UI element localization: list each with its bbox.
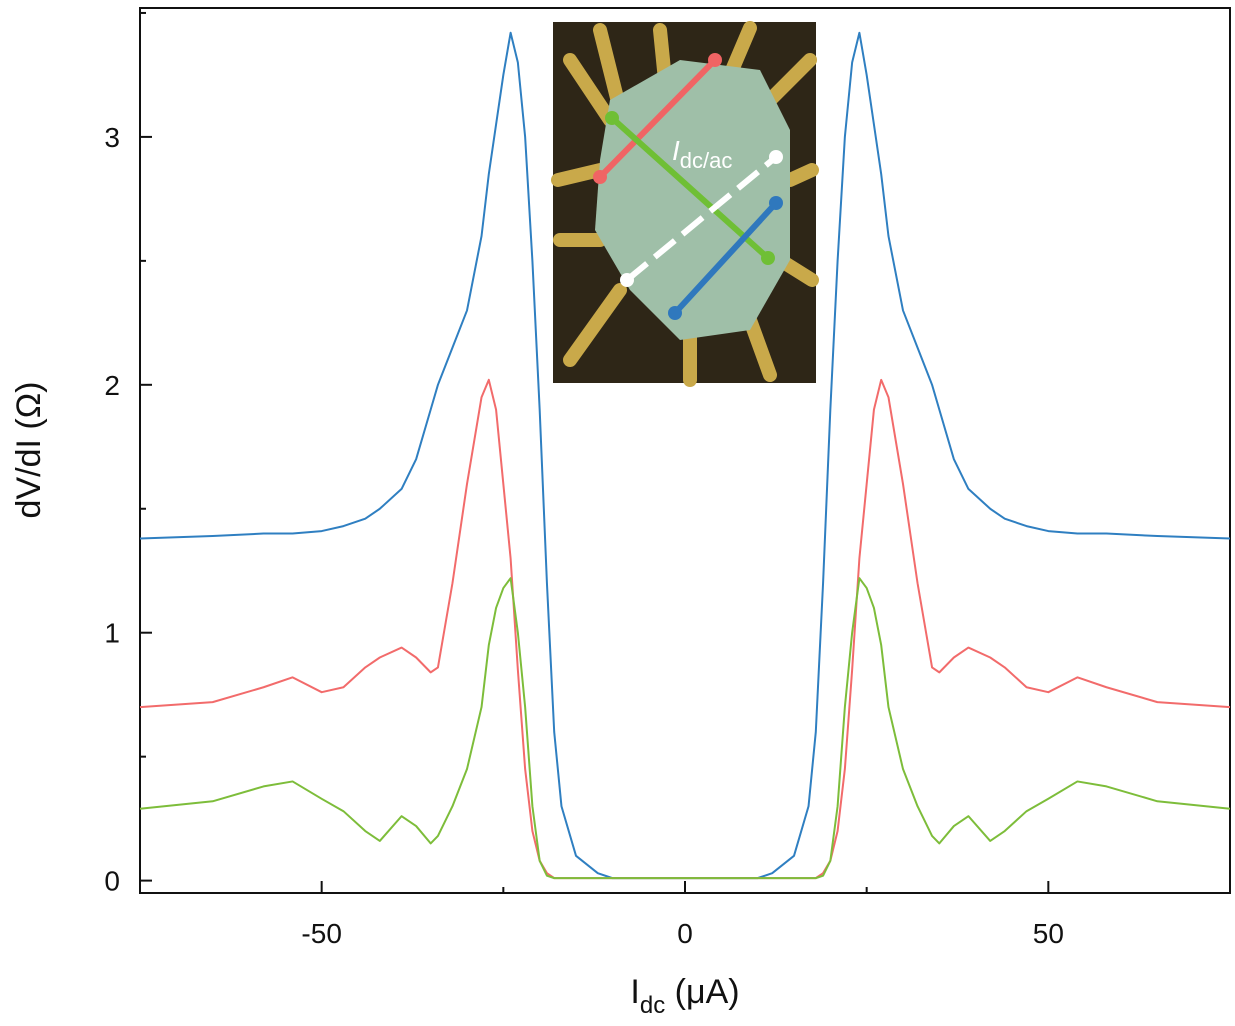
inset-photo: Idc/ac xyxy=(551,21,819,387)
y-tick-label: 2 xyxy=(104,370,120,401)
x-tick-label: -50 xyxy=(301,918,341,949)
y-tick-label: 3 xyxy=(104,122,120,153)
inset-label-sub: dc/ac xyxy=(680,148,733,173)
x-axis-label: Idc (μA) xyxy=(630,973,739,1019)
y-tick-label: 1 xyxy=(104,618,120,649)
x-tick-label: 0 xyxy=(677,918,693,949)
y-tick-label: 0 xyxy=(104,866,120,897)
y-axis-label: dV/dI (Ω) xyxy=(10,382,48,519)
x-label-sub: dc xyxy=(640,992,665,1019)
x-label-main: I xyxy=(630,973,639,1011)
plot-area: -50 0 50 0 1 2 3 xyxy=(104,11,1231,949)
inset-label-main: I xyxy=(672,135,680,166)
x-tick-label: 50 xyxy=(1033,918,1064,949)
inset-label: Idc/ac xyxy=(672,135,732,173)
x-label-rest: (μA) xyxy=(665,973,739,1011)
series-line xyxy=(139,378,1231,880)
series-line xyxy=(139,577,1231,880)
